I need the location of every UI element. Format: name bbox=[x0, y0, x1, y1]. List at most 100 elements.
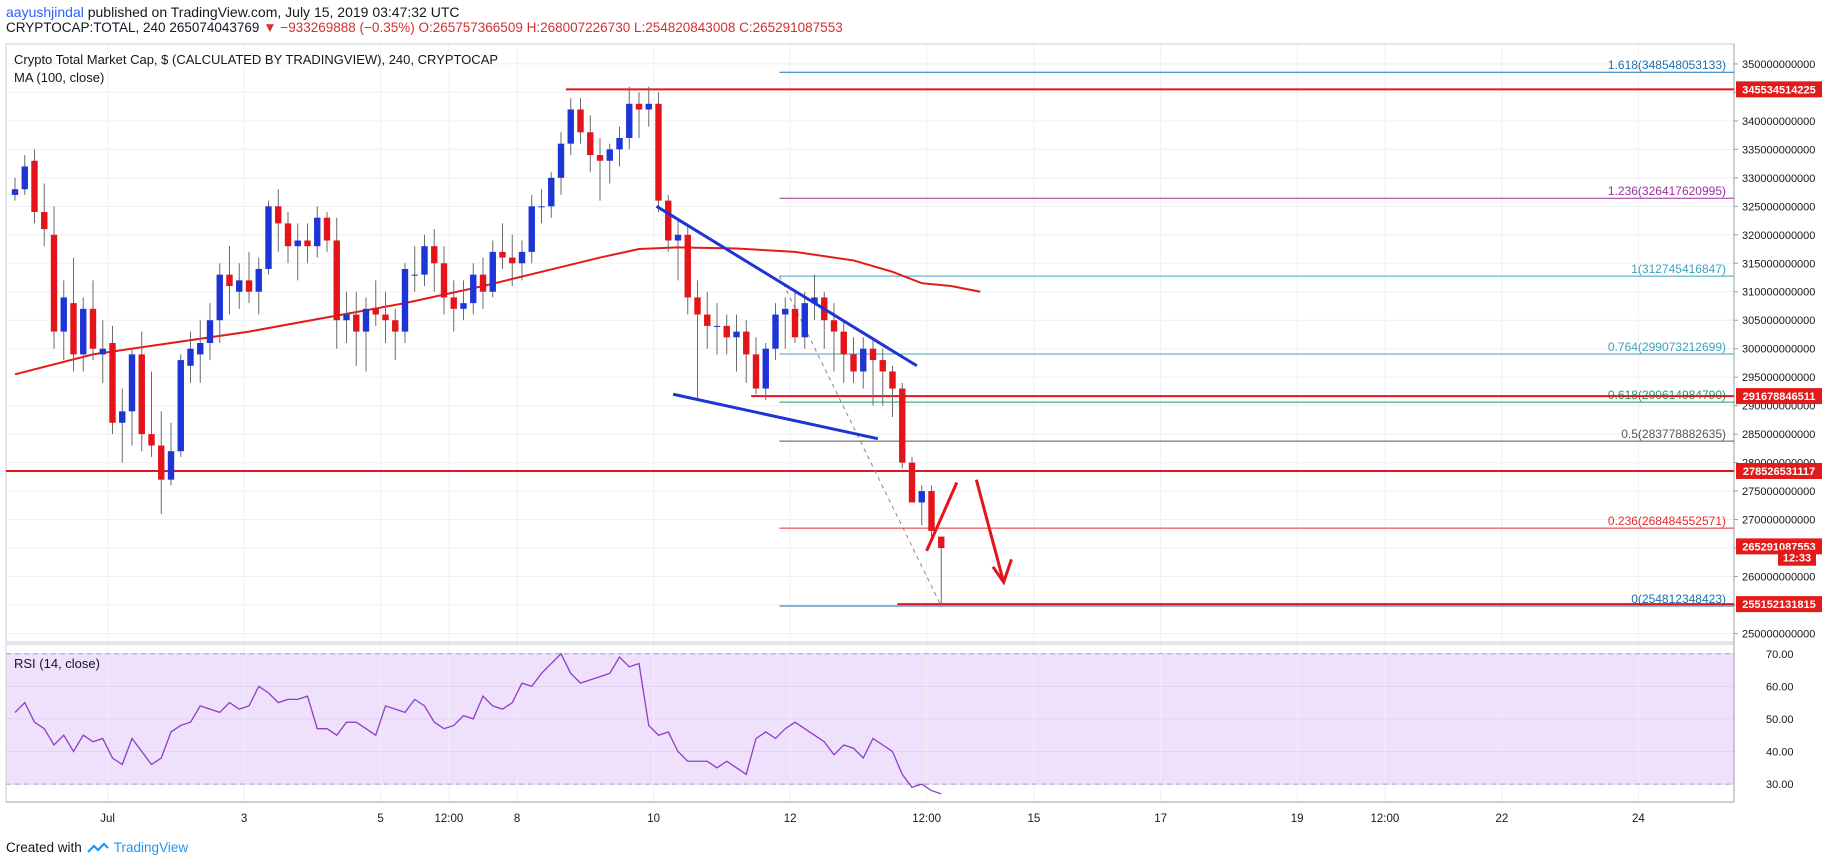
author-name[interactable]: aayushjindal bbox=[6, 4, 84, 20]
candle bbox=[743, 320, 750, 383]
candle-body bbox=[830, 320, 838, 332]
candle bbox=[421, 234, 428, 287]
candle-body bbox=[782, 308, 789, 315]
candle-body bbox=[518, 251, 526, 264]
time-tick-label: 10 bbox=[647, 813, 660, 825]
candle-body bbox=[694, 297, 701, 315]
candle bbox=[304, 223, 311, 264]
candle bbox=[284, 212, 292, 264]
time-tick-label: 19 bbox=[1291, 813, 1304, 825]
symbol-name: CRYPTOCAP:TOTAL, 240 bbox=[6, 20, 166, 35]
candle bbox=[645, 86, 652, 127]
candle bbox=[353, 291, 360, 366]
candle bbox=[275, 189, 282, 252]
candle-body bbox=[323, 217, 331, 241]
candle-body bbox=[314, 217, 321, 247]
candle-body bbox=[616, 137, 623, 150]
candle-body bbox=[304, 240, 311, 247]
candle-body bbox=[645, 103, 652, 110]
candle bbox=[314, 206, 321, 258]
candle-body bbox=[470, 274, 477, 304]
candle-body bbox=[99, 348, 106, 355]
candle bbox=[99, 320, 106, 383]
candle bbox=[148, 371, 155, 457]
publish-header: aayushjindal published on TradingView.co… bbox=[6, 4, 460, 20]
rsi-line bbox=[14, 652, 942, 795]
candle bbox=[460, 280, 467, 321]
last-price: 265074043769 bbox=[169, 20, 260, 35]
candle bbox=[265, 200, 272, 275]
candle-body bbox=[674, 234, 682, 241]
candle-body bbox=[411, 274, 418, 276]
time-tick-label: 12 bbox=[784, 813, 797, 825]
candle-body bbox=[791, 308, 799, 338]
down-arrow-icon: ▼ bbox=[263, 20, 277, 35]
rsi-tick-label: 70.00 bbox=[1766, 649, 1794, 661]
price-tag-bg bbox=[1778, 549, 1816, 566]
candle-body bbox=[860, 348, 867, 372]
price-tick-label: 285000000000 bbox=[1742, 429, 1815, 441]
candle bbox=[538, 189, 545, 224]
candle bbox=[860, 337, 867, 389]
candle-body bbox=[489, 251, 496, 292]
candle bbox=[528, 194, 535, 264]
time-tick-label: 5 bbox=[377, 813, 383, 825]
candle-body bbox=[60, 297, 67, 332]
time-tick-label: 17 bbox=[1154, 813, 1167, 825]
candle bbox=[167, 422, 175, 486]
candle bbox=[723, 314, 730, 355]
price-tick-label: 315000000000 bbox=[1742, 258, 1815, 270]
price-tick-label: 340000000000 bbox=[1742, 116, 1815, 128]
candle bbox=[50, 206, 58, 349]
candle bbox=[401, 263, 409, 343]
candle bbox=[187, 331, 194, 383]
candle-body bbox=[265, 206, 272, 269]
candle bbox=[938, 536, 945, 605]
price-tag-label: 12:33 bbox=[1783, 553, 1811, 565]
candle bbox=[372, 280, 379, 326]
candle bbox=[499, 223, 506, 269]
candle-body bbox=[899, 388, 906, 463]
price-tick-label: 320000000000 bbox=[1742, 230, 1815, 242]
price-tick-label: 275000000000 bbox=[1742, 486, 1815, 498]
price-tick-label: 350000000000 bbox=[1742, 59, 1815, 71]
time-tick-label: 15 bbox=[1027, 813, 1040, 825]
candle bbox=[791, 291, 799, 343]
candle-body bbox=[333, 240, 340, 321]
candle-body bbox=[938, 536, 945, 549]
candle bbox=[343, 291, 350, 343]
candle-body bbox=[148, 434, 155, 446]
candle bbox=[772, 303, 779, 361]
candle bbox=[138, 331, 145, 452]
ma100-line bbox=[14, 246, 981, 376]
candle-body bbox=[450, 297, 457, 309]
candle-body bbox=[197, 343, 204, 355]
footer-brand[interactable]: TradingView bbox=[113, 840, 189, 855]
candle-body bbox=[840, 331, 847, 355]
candle-body bbox=[869, 348, 877, 361]
candle bbox=[840, 320, 847, 383]
candle-body bbox=[713, 325, 721, 327]
candle-body bbox=[762, 348, 769, 389]
fib-label: 1.236(326417620995) bbox=[1608, 184, 1726, 198]
candle-body bbox=[421, 246, 428, 275]
candle bbox=[236, 263, 243, 309]
candle bbox=[713, 303, 721, 355]
candle bbox=[928, 485, 935, 543]
candle bbox=[596, 137, 604, 201]
candle bbox=[606, 143, 613, 184]
candle bbox=[382, 291, 389, 343]
candle-body bbox=[587, 132, 594, 156]
candle-body bbox=[294, 240, 301, 247]
time-tick-label: Jul bbox=[100, 813, 115, 825]
price-tag-label: 345534514225 bbox=[1742, 84, 1815, 96]
time-tick-label: 12:00 bbox=[434, 813, 463, 825]
candle-body bbox=[392, 320, 399, 332]
candle-body bbox=[226, 274, 233, 287]
candle-body bbox=[752, 354, 760, 389]
up-projection-arrow bbox=[925, 481, 959, 552]
candle-body bbox=[684, 234, 691, 298]
candle bbox=[577, 98, 584, 144]
